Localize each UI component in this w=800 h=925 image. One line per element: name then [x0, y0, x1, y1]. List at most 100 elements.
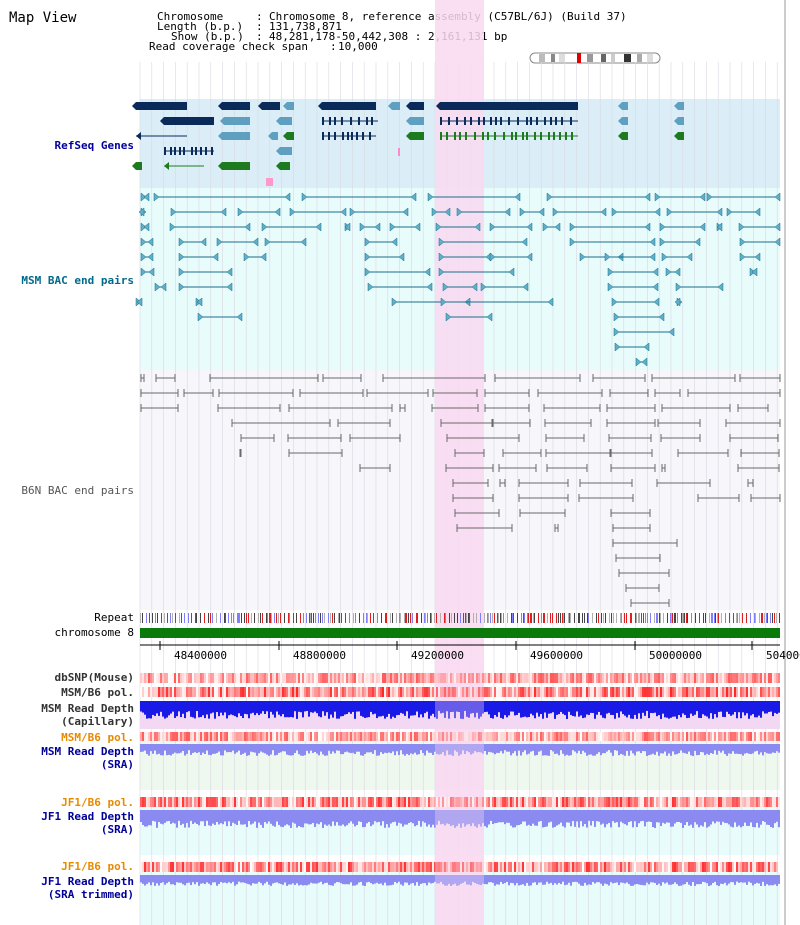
b6n-bac-label[interactable]: B6N BAC end pairs: [21, 484, 134, 497]
jf1-b6-pol2-heat: [310, 862, 312, 872]
msm-depth-cap-bar: [158, 701, 160, 716]
repeat-mark: [487, 613, 488, 623]
jf1-b6-pol-heat: [680, 797, 682, 807]
msm-depth-cap-bar: [278, 701, 280, 715]
dbsnp-heat: [576, 673, 578, 683]
msm-depth-cap-bar: [432, 701, 434, 714]
jf1-b6-pol2-heat: [604, 862, 606, 872]
msm-bac-label[interactable]: MSM BAC end pairs: [21, 274, 134, 287]
jf1-depth-sra-bar: [650, 810, 652, 822]
msm-b6-pol-heat: [154, 687, 156, 697]
jf1-depth-sra-bar: [536, 810, 538, 826]
jf1-b6-pol-heat: [170, 797, 172, 807]
msm-depth-cap-bar: [254, 701, 256, 716]
jf1-b6-pol-heat: [454, 797, 456, 807]
jf1-b6-pol-heat: [688, 797, 690, 807]
msm-depth-sra-bar: [532, 744, 534, 751]
repeat-mark: [677, 613, 678, 623]
msm-depth-cap-bar: [716, 701, 718, 718]
msm-b6-pol-heat: [318, 687, 320, 697]
msm-depth-cap-bar: [566, 701, 568, 719]
jf1-b6-pol2-heat: [732, 862, 734, 872]
jf1-depth-sra-bar: [352, 810, 354, 824]
msm-depth-cap-bar: [368, 701, 370, 718]
msm-depth-sra-bar: [652, 744, 654, 754]
jf1-b6-pol-heat: [630, 797, 632, 807]
jf1-b6-pol2-heat: [188, 862, 190, 872]
jf1-depth-trim-bar: [644, 875, 646, 886]
msm-b6-pol2-heat: [676, 732, 678, 741]
jf1-depth-trim-bar: [276, 875, 278, 883]
jf1-b6-pol-heat: [594, 797, 596, 807]
jf1-b6-pol2-heat: [238, 862, 240, 872]
msm-depth-cap-bar: [342, 701, 344, 717]
repeat-mark: [531, 613, 532, 623]
jf1-b6-pol-heat: [550, 797, 552, 807]
jf1-depth-trim-bar: [292, 875, 294, 884]
msm-depth-cap-bar: [444, 701, 446, 718]
gene-exon: [553, 132, 555, 140]
jf1-b6-pol2-heat: [494, 862, 496, 872]
msm-depth-sra-bar: [366, 744, 368, 753]
gene-exon: [356, 132, 358, 140]
jf1-b6-pol2-heat: [746, 862, 748, 872]
jf1-depth-sra-bar: [638, 810, 640, 824]
gene-exon: [448, 117, 450, 125]
msm-b6-pol2-heat: [208, 732, 210, 741]
jf1-depth-trim-bar: [450, 875, 452, 886]
jf1-depth-trim-bar: [452, 875, 454, 885]
chromosome-ideogram[interactable]: [529, 52, 661, 64]
msm-b6-pol2-heat: [308, 732, 310, 741]
msm-b6-pol2-heat: [240, 732, 242, 741]
msm-b6-pol2-heat: [562, 732, 564, 741]
jf1-b6-pol2-heat: [694, 862, 696, 872]
jf1-depth-trim-bar: [498, 875, 500, 885]
jf1-b6-pol-heat: [382, 797, 384, 807]
jf1-b6-pol2-heat: [578, 862, 580, 872]
jf1-depth-sra-bar: [502, 810, 504, 823]
jf1-depth-sra-bar: [458, 810, 460, 824]
msm-b6-pol-heat: [432, 687, 434, 697]
jf1-depth-trim-bar: [290, 875, 292, 885]
msm-b6-pol-heat: [594, 687, 596, 697]
msm-bac-end: [237, 207, 244, 217]
msm-depth-sra-bar: [328, 744, 330, 751]
dbsnp-heat: [310, 673, 312, 683]
jf1-b6-pol-heat: [286, 797, 288, 807]
chromosome-track-label: chromosome 8: [54, 626, 134, 639]
refseq-genes-label[interactable]: RefSeq Genes: [54, 139, 134, 152]
jf1-b6-pol2-heat: [508, 862, 510, 872]
dbsnp-heat: [640, 673, 642, 683]
msm-b6-pol2-heat: [572, 732, 574, 741]
msm-depth-cap-bar: [166, 701, 168, 718]
dbsnp-heat: [722, 673, 724, 683]
jf1-b6-pol-heat: [426, 797, 428, 807]
jf1-b6-pol-label: JF1/B6 pol.: [61, 796, 134, 809]
dbsnp-heat: [358, 673, 360, 683]
msm-depth-sra-bar: [526, 744, 528, 755]
dbsnp-heat: [620, 673, 622, 683]
msm-b6-pol-heat: [346, 687, 348, 697]
msm-depth-sra-bar: [300, 744, 302, 756]
jf1-depth-sra-bar: [300, 810, 302, 828]
repeat-mark: [624, 613, 625, 623]
repeat-mark: [699, 613, 700, 623]
msm-bac-end: [652, 267, 659, 277]
msm-depth-sra-bar: [536, 744, 538, 756]
msm-depth-sra-bar: [312, 744, 314, 753]
gene-exon: [211, 147, 213, 155]
msm-b6-pol2-heat: [494, 732, 496, 741]
msm-depth-sra-bar: [188, 744, 190, 751]
jf1-b6-pol2-heat: [254, 862, 256, 872]
msm-depth-sra-bar: [764, 744, 766, 753]
jf1-depth-sra-bar: [656, 810, 658, 823]
msm-b6-pol-heat: [342, 687, 344, 697]
msm-b6-pol-heat: [742, 687, 744, 697]
repeat-mark: [367, 613, 368, 623]
jf1-depth-trim-bar: [410, 875, 412, 884]
msm-depth-sra-bar: [430, 744, 432, 753]
dbsnp-heat: [552, 673, 554, 683]
msm-b6-pol-heat: [702, 687, 704, 697]
